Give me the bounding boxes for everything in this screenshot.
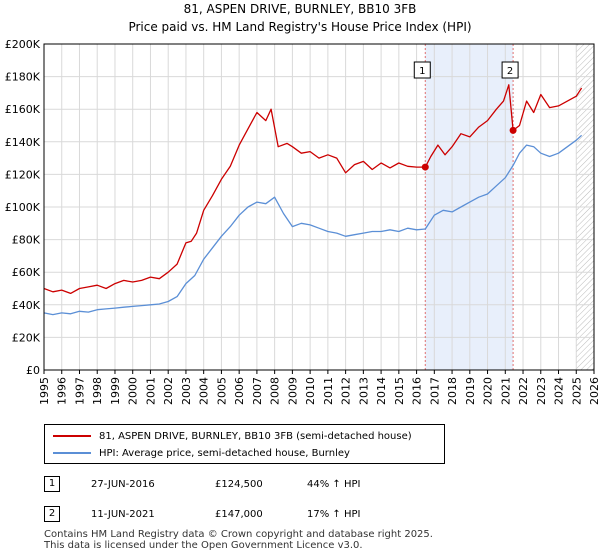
legend-hpi-label: HPI: Average price, semi-detached house,…: [99, 447, 350, 459]
x-tick-label: 2008: [269, 377, 282, 405]
y-tick-label: £100K: [5, 201, 41, 214]
sale-badge-box: [501, 61, 519, 79]
x-tick-label: 2020: [482, 377, 495, 405]
sale-point: [421, 163, 429, 171]
x-tick-label: 2014: [375, 377, 388, 405]
x-tick-label: 2001: [144, 377, 157, 405]
x-tick-label: 1999: [109, 377, 122, 405]
y-tick-label: £120K: [5, 168, 41, 181]
legend-property-label: 81, ASPEN DRIVE, BURNLEY, BB10 3FB (semi…: [99, 430, 412, 442]
y-tick-label: £80K: [12, 234, 41, 247]
y-tick-label: £160K: [5, 103, 41, 116]
y-tick-label: £20K: [12, 331, 41, 344]
x-tick-label: 1996: [56, 377, 69, 405]
x-tick-label: 1995: [38, 377, 51, 405]
x-tick-label: 2026: [588, 377, 600, 405]
sale-price-1: £124,500: [215, 479, 263, 490]
x-tick-label: 2007: [251, 377, 264, 405]
sale-badge-2: 2: [44, 506, 60, 522]
property-series-line: [43, 84, 583, 295]
x-tick-label: 2021: [499, 377, 512, 405]
x-tick-label: 2024: [553, 377, 566, 405]
y-tick-label: £60K: [12, 266, 41, 279]
x-tick-label: 2025: [570, 377, 583, 405]
x-tick-label: 2006: [233, 377, 246, 405]
sale-badge-label: 2: [507, 66, 513, 77]
sale-badge-1: 1: [44, 476, 60, 492]
hpi-series-line: [43, 134, 583, 316]
x-tick-label: 2009: [286, 377, 299, 405]
sale-badge-box: [413, 61, 431, 79]
chart-subtitle: Price paid vs. HM Land Registry's House …: [128, 20, 472, 34]
x-tick-label: 2000: [127, 377, 140, 405]
x-tick-label: 2002: [162, 377, 175, 405]
y-tick-label: £180K: [5, 71, 41, 84]
sale-price-2: £147,000: [215, 509, 263, 520]
sale-point: [509, 126, 517, 134]
sale-badge-label: 1: [419, 66, 425, 77]
y-tick-label: £200K: [5, 38, 41, 51]
legend-hpi-line: [53, 452, 91, 454]
plot-frame: [43, 43, 595, 371]
x-tick-label: 2011: [322, 377, 335, 405]
chart-title: 81, ASPEN DRIVE, BURNLEY, BB10 3FB: [183, 2, 417, 16]
sale-hpi-1: 44% ↑ HPI: [307, 479, 361, 490]
x-tick-label: 2005: [215, 377, 228, 405]
legend: 81, ASPEN DRIVE, BURNLEY, BB10 3FB (semi…: [44, 424, 445, 464]
x-tick-label: 2018: [446, 377, 459, 405]
legend-property-line: [53, 435, 91, 437]
x-tick-label: 2016: [411, 377, 424, 405]
x-tick-label: 2013: [357, 377, 370, 405]
x-tick-label: 2023: [535, 377, 548, 405]
footer-copyright: Contains HM Land Registry data © Crown c…: [44, 529, 433, 540]
price-chart: £0 £20K £40K £60K £80K £100K £120K £140K £160K £1…: [5, 38, 600, 405]
y-tick-label: £140K: [5, 136, 41, 149]
x-tick-label: 2015: [393, 377, 406, 405]
x-tick-label: 1998: [91, 377, 104, 405]
x-tick-label: 2012: [340, 377, 353, 405]
legend-item-property: 81, ASPEN DRIVE, BURNLEY, BB10 3FB (semi…: [53, 429, 412, 443]
x-tick-label: 2019: [464, 377, 477, 405]
y-tick-label: £40K: [12, 299, 41, 312]
sale-date-2: 11-JUN-2021: [91, 509, 155, 520]
footer-licence: This data is licensed under the Open Gov…: [44, 540, 363, 551]
x-tick-label: 2003: [180, 377, 193, 405]
x-tick-label: 1997: [73, 377, 86, 405]
legend-item-hpi: HPI: Average price, semi-detached house,…: [53, 446, 350, 460]
sale-hpi-2: 17% ↑ HPI: [307, 509, 361, 520]
y-tick-label: £0: [26, 364, 40, 377]
x-tick-label: 2004: [198, 377, 211, 405]
x-tick-label: 2010: [304, 377, 317, 405]
x-tick-label: 2022: [517, 377, 530, 405]
sale-date-1: 27-JUN-2016: [91, 479, 155, 490]
x-tick-label: 2017: [428, 377, 441, 405]
footer: Contains HM Land Registry data © Crown c…: [44, 529, 433, 551]
